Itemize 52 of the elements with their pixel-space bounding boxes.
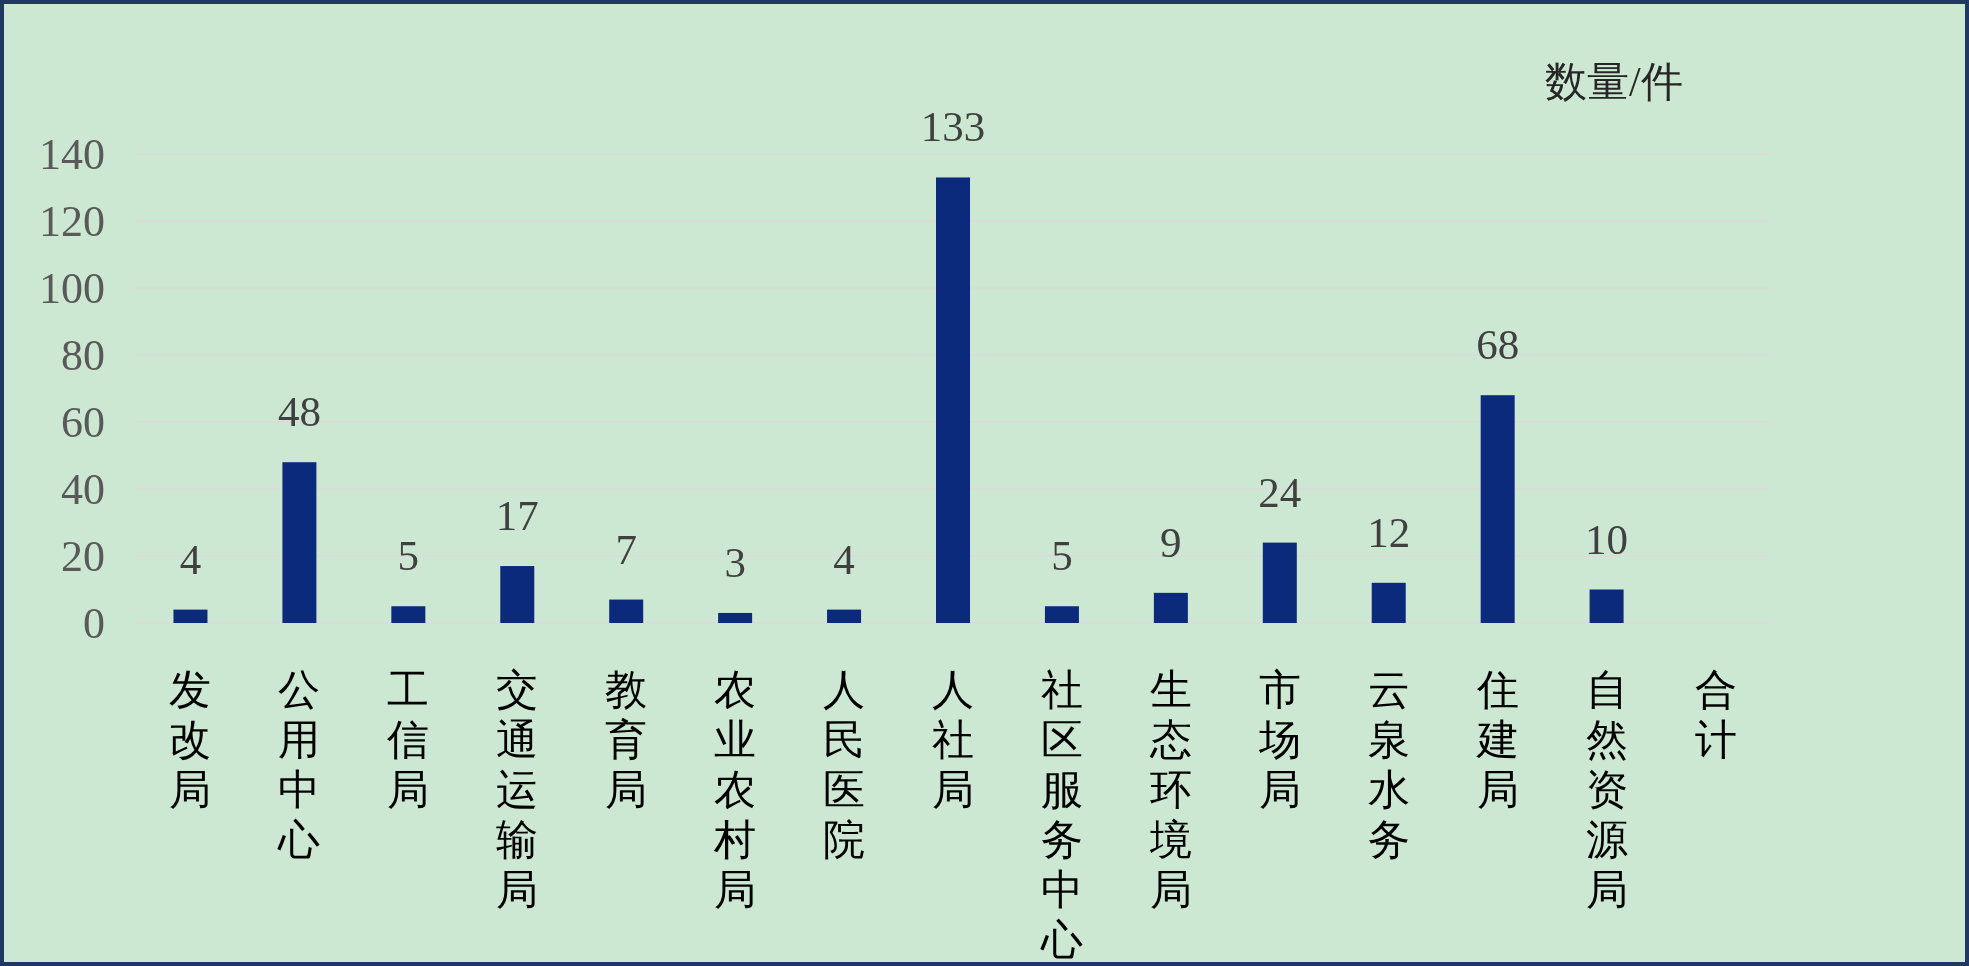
bar (1153, 592, 1188, 623)
x-tick-label: 市场局 (1257, 667, 1301, 813)
x-tick-label: 住建局 (1475, 667, 1519, 813)
data-label: 3 (724, 538, 746, 586)
data-label: 10 (1585, 515, 1629, 563)
x-tick-label: 工信局 (387, 667, 430, 813)
x-tick-label: 教育局 (605, 667, 648, 813)
data-label: 4 (179, 535, 202, 583)
data-label: 68 (1476, 321, 1520, 369)
x-tick-label: 合计 (1694, 667, 1737, 763)
bar (173, 609, 208, 623)
x-tick-label: 公用中心 (277, 667, 321, 863)
data-label: 5 (1051, 532, 1073, 580)
x-tick-label: 自然资源局 (1585, 667, 1628, 913)
bar (827, 609, 862, 623)
data-label: 48 (277, 388, 321, 436)
x-tick-label: 人社局 (932, 667, 974, 813)
y-tick-label: 20 (61, 531, 105, 581)
data-label: 24 (1258, 468, 1302, 516)
x-tick-label: 发改局 (169, 667, 212, 813)
y-tick-label: 100 (39, 263, 105, 313)
data-label: 7 (615, 525, 637, 573)
bar (1589, 589, 1624, 623)
bar (1044, 606, 1079, 623)
y-tick-label: 60 (61, 397, 105, 447)
bar (1262, 542, 1297, 623)
data-label: 5 (397, 532, 420, 580)
x-tick-label: 交通运输局 (496, 667, 539, 913)
y-tick-label: 0 (83, 598, 105, 648)
bar (936, 177, 970, 623)
bar (718, 612, 753, 623)
bar (282, 462, 317, 623)
data-label: 9 (1160, 518, 1182, 566)
data-label: 17 (495, 492, 539, 540)
y-tick-label: 80 (61, 330, 105, 380)
bar (391, 606, 426, 623)
y-axis-title: 数量/件 (1545, 59, 1683, 105)
x-tick-label: 云泉水务 (1367, 667, 1410, 863)
x-tick-label: 生态环境局 (1148, 667, 1192, 913)
y-tick-label: 120 (39, 196, 105, 246)
bar (500, 566, 535, 623)
data-label: 4 (833, 535, 855, 583)
bar (1480, 395, 1515, 623)
x-tick-label: 社区服务中心 (1039, 667, 1083, 963)
y-tick-label: 40 (61, 464, 105, 514)
bar (609, 599, 644, 623)
data-label: 133 (920, 103, 986, 151)
x-tick-label: 农业农村局 (713, 667, 757, 913)
y-tick-label: 140 (39, 129, 105, 179)
x-tick-label: 人民医院 (823, 667, 866, 863)
bar (1371, 582, 1406, 623)
data-label: 12 (1367, 508, 1411, 556)
